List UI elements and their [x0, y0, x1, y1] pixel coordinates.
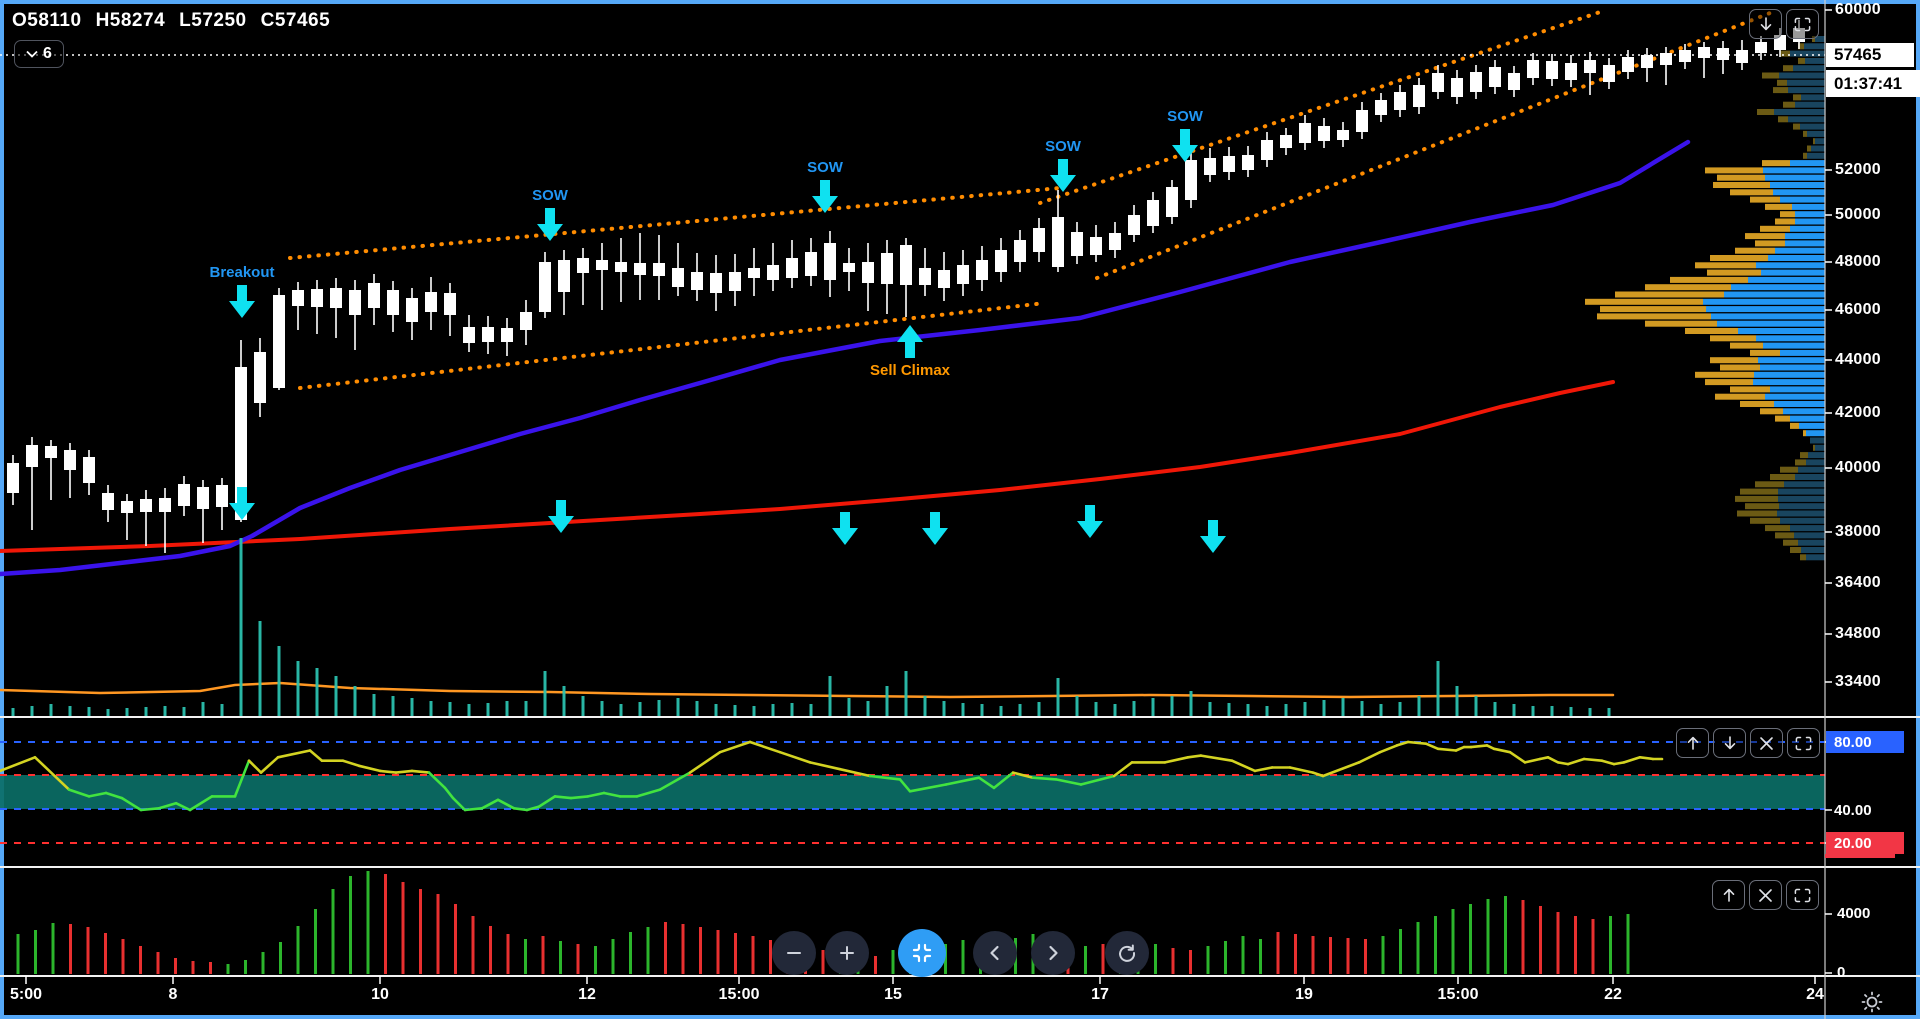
price-axis-label: 44000	[1835, 351, 1881, 368]
arrow-up-icon	[1721, 887, 1737, 903]
price-axis-label: 48000	[1835, 253, 1881, 270]
minus-icon	[784, 943, 804, 963]
plus-icon	[837, 943, 857, 963]
price-axis-label: 36400	[1835, 574, 1881, 591]
time-axis-label: 10	[371, 986, 389, 1003]
fit-icon	[911, 942, 933, 964]
ma-red-line	[0, 380, 1615, 553]
rsi-pane-close-button[interactable]	[1750, 728, 1783, 758]
reset-view-button[interactable]	[898, 929, 946, 977]
reload-button[interactable]	[1105, 931, 1149, 975]
legend-count: 6	[43, 45, 52, 62]
chevron-down-icon	[26, 50, 38, 58]
volume-profile-layer	[1585, 36, 1825, 561]
maximize-icon	[1794, 888, 1811, 903]
time-axis-label: 8	[168, 986, 178, 1003]
main-pane-maximize-button[interactable]	[1786, 9, 1819, 39]
rsi-pane-maximize-button[interactable]	[1787, 728, 1820, 758]
time-axis-label: 15	[884, 986, 902, 1003]
axis-ticks	[25, 9, 1832, 984]
price-axis-label: 40000	[1835, 459, 1881, 476]
scroll-left-button[interactable]	[973, 931, 1017, 975]
chevron-right-icon	[1044, 944, 1062, 962]
annotation-label-sow: SOW	[1167, 108, 1203, 125]
annotation-label-breakout: Breakout	[209, 264, 275, 281]
volume-ma-line	[0, 681, 1615, 699]
annotation-label-sow: SOW	[532, 187, 568, 204]
time-axis-label: 15:00	[718, 986, 760, 1003]
price-axis-label: 52000	[1835, 161, 1881, 178]
main-pane-move-down-button[interactable]	[1749, 9, 1782, 39]
ohlc-close: C57465	[260, 10, 331, 31]
price-axis-label: 46000	[1835, 301, 1881, 318]
histogram-pane-layer	[16, 871, 1630, 974]
rsi-axis-label: 20.00	[1826, 832, 1904, 854]
annotation-arrows	[229, 129, 1226, 553]
legend-collapse-chip[interactable]: 6	[14, 40, 64, 68]
price-scale-drag-area[interactable]	[1825, 0, 1920, 976]
zoom-out-button[interactable]	[772, 931, 816, 975]
hist-pane-close-button[interactable]	[1749, 880, 1782, 910]
price-axis-label: 38000	[1835, 523, 1881, 540]
hist-pane-move-up-button[interactable]	[1712, 880, 1745, 910]
maximize-icon	[1795, 736, 1812, 751]
time-axis-label: 19	[1295, 986, 1313, 1003]
time-axis-label: 17	[1091, 986, 1109, 1003]
rsi-axis-label: 40.00	[1834, 801, 1872, 819]
annotation-label-sow: SOW	[807, 159, 843, 176]
time-axis-label: 12	[578, 986, 596, 1003]
hist-axis-label: 0	[1837, 964, 1846, 981]
candlestick-series	[7, 20, 1805, 553]
annotation-label-sell-climax: Sell Climax	[869, 362, 951, 379]
hist-pane-maximize-button[interactable]	[1786, 880, 1819, 910]
reload-icon	[1117, 943, 1137, 963]
price-axis-label: 34800	[1835, 625, 1881, 642]
rsi-pane-move-up-button[interactable]	[1676, 728, 1709, 758]
hist-axis-label: 4000	[1837, 905, 1871, 922]
price-axis-label: 50000	[1835, 206, 1881, 223]
close-icon	[1758, 888, 1773, 903]
ohlc-readout: O58110 H58274 L57250 C57465	[12, 10, 344, 32]
maximize-icon	[1794, 17, 1811, 32]
sun-icon	[1860, 991, 1884, 1018]
current-price-label: 57465	[1826, 43, 1914, 67]
chevron-left-icon	[986, 944, 1004, 962]
time-axis-label: 22	[1604, 986, 1622, 1003]
time-axis-label: 15:00	[1437, 986, 1479, 1003]
arrow-up-icon	[1685, 735, 1701, 751]
theme-toggle-button[interactable]	[1860, 990, 1884, 1019]
price-axis-label: 60000	[1835, 1, 1881, 18]
volume-bars-layer	[11, 538, 1611, 716]
rsi-pane-layer	[0, 740, 1825, 844]
rsi-axis-label: 80.00	[1826, 731, 1904, 753]
countdown-label: 01:37:41	[1826, 70, 1920, 97]
ma-blue-line	[0, 139, 1691, 577]
trend-channel-lines	[288, 10, 1772, 390]
ohlc-low: L57250	[179, 10, 247, 31]
ohlc-high: H58274	[95, 10, 166, 31]
time-axis-label: 24	[1806, 986, 1824, 1003]
zoom-in-button[interactable]	[825, 931, 869, 975]
arrow-down-icon	[1758, 16, 1774, 32]
time-scale-drag-area[interactable]	[0, 976, 1825, 1019]
time-axis-label: 5:00	[9, 986, 43, 1003]
scroll-right-button[interactable]	[1031, 931, 1075, 975]
annotation-label-sow: SOW	[1045, 138, 1081, 155]
close-icon	[1759, 736, 1774, 751]
rsi-pane-move-down-button[interactable]	[1713, 728, 1746, 758]
ohlc-open: O58110	[12, 10, 82, 31]
price-axis-label: 42000	[1835, 404, 1881, 421]
price-axis-label: 33400	[1835, 673, 1881, 690]
arrow-down-icon	[1722, 735, 1738, 751]
